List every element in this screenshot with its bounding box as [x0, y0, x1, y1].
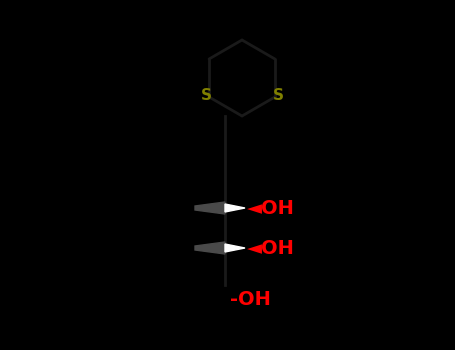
Text: -OH: -OH [230, 290, 271, 309]
Polygon shape [225, 244, 245, 252]
Text: S: S [201, 89, 212, 104]
Polygon shape [195, 242, 225, 254]
Text: ◄OH: ◄OH [247, 238, 295, 258]
Text: ◄OH: ◄OH [247, 198, 295, 217]
Polygon shape [195, 202, 225, 214]
Text: S: S [273, 89, 283, 104]
Polygon shape [225, 204, 245, 212]
